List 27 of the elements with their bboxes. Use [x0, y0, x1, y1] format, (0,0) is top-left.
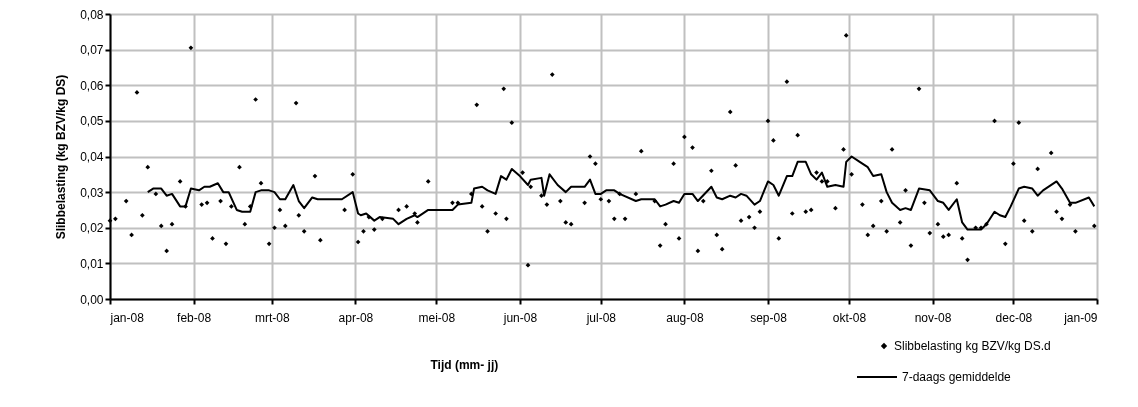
x-tick-label: mei-08 — [418, 310, 456, 325]
x-tick-label: apr-08 — [338, 310, 374, 325]
y-tick-label: 0,08 — [80, 7, 104, 22]
x-tick-label: feb-08 — [177, 310, 212, 325]
x-tick-label: jul-08 — [585, 310, 617, 325]
x-tick-label: mrt-08 — [254, 310, 290, 325]
y-tick-label: 0,05 — [80, 114, 104, 129]
x-tick-label: sep-08 — [750, 310, 788, 325]
x-tick-label: nov-08 — [914, 310, 952, 325]
y-tick-label: 0,07 — [80, 43, 104, 58]
y-tick-label: 0,04 — [80, 150, 104, 164]
y-tick-label: 0,01 — [80, 256, 104, 271]
y-tick-label: 0,00 — [80, 292, 104, 307]
y-tick-label: 0,03 — [80, 185, 104, 200]
y-axis-title: Slibbelasting (kg BZV/kg DS) — [54, 74, 69, 240]
line-series — [146, 155, 1096, 231]
x-tick-label: aug-08 — [666, 310, 704, 325]
x-tick-label: dec-08 — [995, 310, 1033, 325]
y-tick-label: 0,02 — [80, 221, 104, 236]
x-tick-label: jan-09 — [1063, 310, 1098, 325]
legend-label: 7-daags gemiddelde — [902, 370, 1012, 384]
y-tick-label: 0,06 — [80, 78, 104, 93]
x-tick-label: jun-08 — [502, 310, 538, 325]
x-tick-label: jan-08 — [109, 310, 145, 325]
x-axis-title: Tijd (mm- jj) — [430, 357, 499, 372]
x-tick-label: okt-08 — [832, 310, 867, 325]
legend-label: Slibbelasting kg BZV/kg DS.d — [894, 339, 1051, 353]
